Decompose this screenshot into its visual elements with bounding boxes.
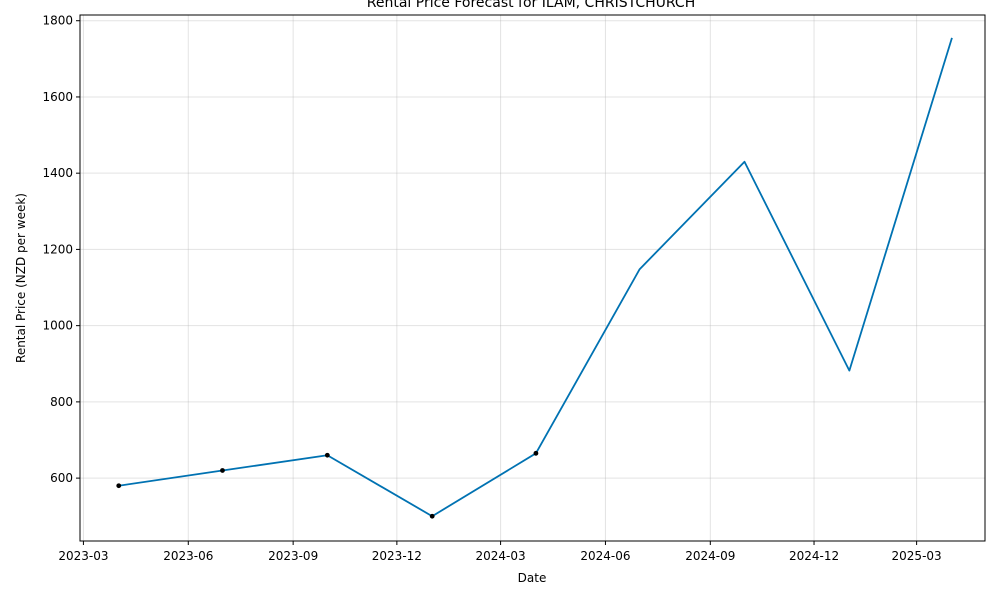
x-tick-label: 2025-03 bbox=[892, 549, 942, 563]
x-axis-label: Date bbox=[518, 571, 547, 585]
plot-frame bbox=[79, 14, 986, 542]
y-tick-label: 1800 bbox=[42, 14, 73, 28]
x-axis: 2023-03 2023-06 2023-09 2023-12 2024-03 2024-… bbox=[58, 541, 942, 563]
y-tick-label: 1200 bbox=[42, 242, 73, 256]
x-tick-label: 2023-03 bbox=[58, 549, 108, 563]
x-tick-label: 2023-06 bbox=[163, 549, 213, 563]
data-point bbox=[220, 468, 225, 473]
y-axis-label: Rental Price (NZD per week) bbox=[14, 193, 28, 363]
series-line bbox=[118, 37, 953, 518]
x-tick-label: 2023-12 bbox=[372, 549, 422, 563]
data-point bbox=[429, 513, 435, 519]
grid-lines bbox=[80, 15, 985, 541]
y-axis: 600 800 1000 1200 1400 1600 1800 bbox=[42, 14, 80, 485]
data-point bbox=[533, 450, 539, 456]
x-tick-label: 2024-06 bbox=[580, 549, 630, 563]
x-tick-label: 2023-09 bbox=[268, 549, 318, 563]
y-tick-label: 800 bbox=[50, 395, 73, 409]
y-tick-label: 600 bbox=[50, 471, 73, 485]
data-point bbox=[116, 483, 122, 489]
y-tick-label: 1000 bbox=[42, 319, 73, 333]
data-point bbox=[324, 452, 330, 458]
x-tick-label: 2024-09 bbox=[685, 549, 735, 563]
chart-title: Rental Price Forecast for ILAM, CHRISTCH… bbox=[367, 0, 695, 11]
y-tick-label: 1400 bbox=[42, 166, 73, 180]
plot-area bbox=[116, 37, 953, 519]
x-tick-label: 2024-12 bbox=[789, 549, 839, 563]
y-tick-label: 1600 bbox=[42, 90, 73, 104]
x-tick-label: 2024-03 bbox=[476, 549, 526, 563]
